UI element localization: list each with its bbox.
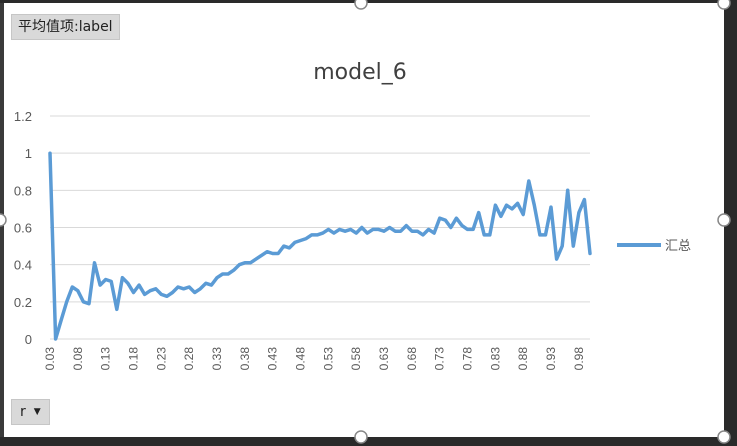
y-tick-label: 1	[25, 146, 32, 161]
x-tick-label: 0.83	[488, 347, 502, 371]
y-tick-label: 0	[25, 332, 32, 347]
x-tick-label: 0.38	[238, 347, 252, 371]
x-tick-label: 0.98	[572, 347, 586, 371]
series-line	[48, 151, 592, 341]
y-tick-label: 0.8	[14, 183, 32, 198]
x-tick-label: 0.63	[377, 347, 391, 371]
x-tick-label: 0.13	[99, 347, 113, 371]
resize-handle-bottom[interactable]	[354, 430, 368, 444]
legend: 汇总	[617, 235, 691, 254]
y-tick-label: 0.2	[14, 295, 32, 310]
resize-handle-top-right[interactable]	[717, 0, 731, 10]
resize-handle-right[interactable]	[717, 213, 731, 227]
value-field-label: 平均值项:label	[18, 19, 113, 35]
x-tick-label: 0.88	[516, 347, 530, 371]
x-tick-label: 0.78	[461, 347, 475, 371]
x-tick-label: 0.33	[210, 347, 224, 371]
x-tick-label: 0.18	[127, 347, 141, 371]
x-tick-label: 0.08	[71, 347, 85, 371]
bottom-border	[0, 437, 737, 446]
chart-title: model_6	[313, 60, 407, 85]
resize-handle-bottom-right[interactable]	[717, 430, 731, 444]
x-tick-label: 0.03	[43, 347, 57, 371]
resize-handle-left[interactable]	[0, 213, 7, 227]
resize-handle-top[interactable]	[354, 0, 368, 10]
y-tick-label: 0.4	[14, 258, 32, 273]
row-field-label: r	[20, 404, 26, 420]
value-field-button[interactable]: 平均值项:label	[11, 14, 120, 40]
x-tick-label: 0.23	[154, 347, 168, 371]
y-tick-label: 0.6	[14, 221, 32, 236]
right-border	[724, 0, 737, 446]
legend-swatch	[617, 242, 661, 247]
x-tick-label: 0.48	[294, 347, 308, 371]
x-tick-label: 0.93	[544, 347, 558, 371]
x-tick-label: 0.53	[321, 347, 335, 371]
legend-label: 汇总	[665, 239, 692, 254]
top-border	[0, 0, 737, 3]
y-tick-label: 1.2	[14, 109, 32, 124]
x-tick-label: 0.68	[405, 347, 419, 371]
x-tick-label: 0.58	[349, 347, 363, 371]
row-field-button[interactable]: r ▼	[11, 399, 50, 425]
x-tick-label: 0.28	[182, 347, 196, 371]
x-tick-label: 0.73	[433, 347, 447, 371]
plot-area: 0 0.2 0.4 0.6 0.8 1 1.2 0.03 0.08 0.13 0.18 0.23 0.2…	[14, 109, 592, 371]
triangle-down-icon: ▼	[33, 407, 41, 417]
x-tick-label: 0.43	[266, 347, 280, 371]
